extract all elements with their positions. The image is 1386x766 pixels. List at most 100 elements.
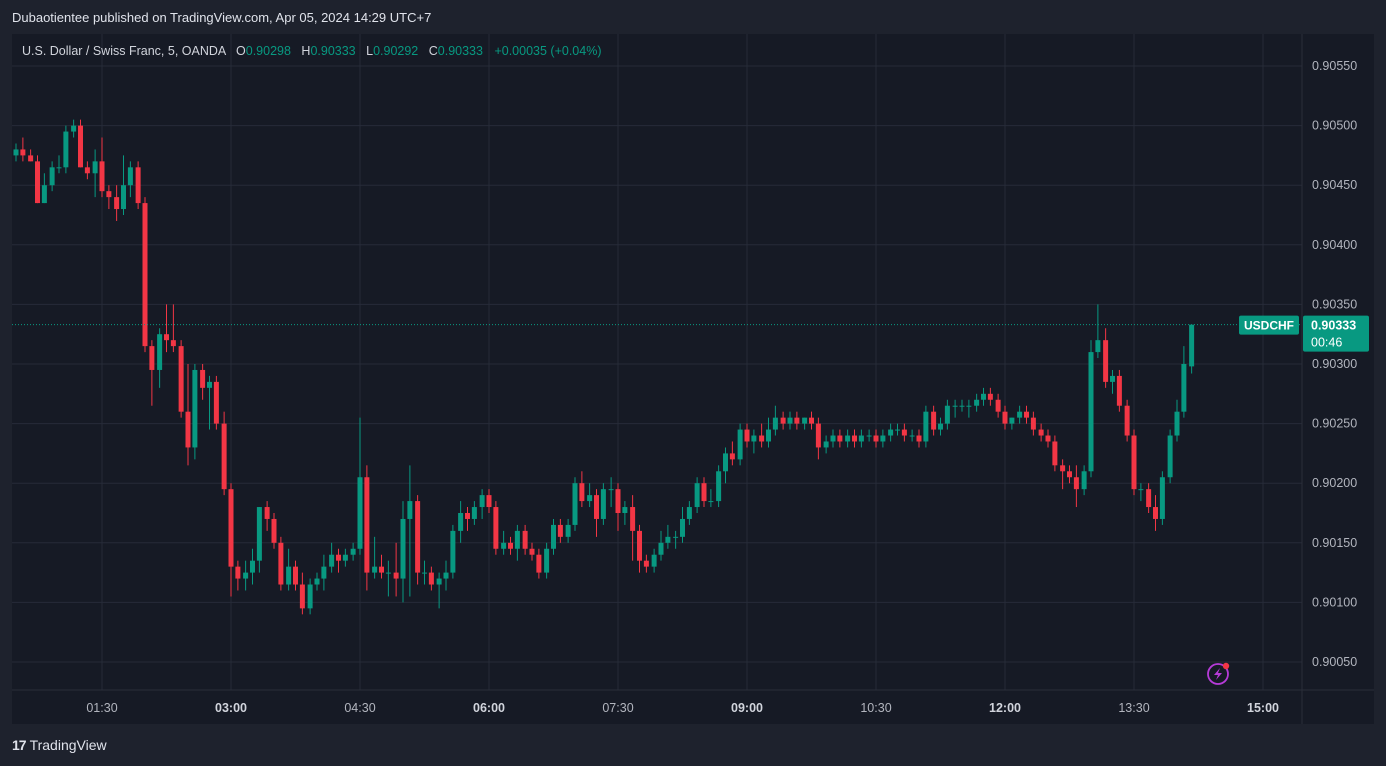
candle [565, 518, 571, 543]
price-tag-bg [1303, 315, 1369, 352]
candle-body [759, 435, 765, 442]
candle [1045, 429, 1051, 448]
candle [1153, 495, 1158, 531]
candle-body [479, 495, 485, 508]
candle [643, 554, 649, 573]
candle-body [658, 542, 664, 555]
time-axis[interactable]: 01:30 03:00 04:30 06:00 07:30 09:00 10:30 12:00… [86, 701, 1279, 715]
candle [415, 495, 421, 585]
candle-body [830, 435, 836, 442]
symbol-tag-bg [1239, 315, 1299, 335]
candle [56, 155, 62, 174]
price-tick-label: 0.90300 [1312, 357, 1357, 371]
candle-body [28, 155, 34, 162]
candle [858, 429, 864, 448]
candle-body [422, 572, 427, 574]
candle-body [901, 429, 907, 436]
candle [694, 477, 700, 513]
legend-open: 0.90298 [245, 44, 291, 58]
candle-body [121, 185, 126, 210]
candle-body [600, 489, 606, 519]
candle [852, 429, 857, 448]
candle-body [729, 453, 735, 460]
price-axis[interactable]: 0.90550 0.90500 0.90450 0.90400 0.90350 0.903… [1312, 59, 1357, 669]
candle [637, 524, 642, 573]
candle [1002, 405, 1008, 430]
candle [299, 572, 305, 615]
candle-body [293, 566, 298, 585]
candle [385, 560, 391, 597]
candle [501, 530, 507, 555]
candle-body [486, 495, 492, 508]
candle-body [1181, 364, 1187, 412]
time-tick-label: 06:00 [473, 701, 505, 715]
candle-body [329, 554, 335, 567]
candle-body [1030, 417, 1036, 430]
candle [995, 393, 1001, 418]
price-tick-label: 0.90150 [1312, 536, 1357, 550]
candle [987, 387, 993, 406]
time-tick-label: 07:30 [602, 701, 633, 715]
candle-body [931, 411, 937, 430]
candle [1167, 429, 1173, 484]
candle [772, 405, 778, 436]
candle [845, 429, 851, 448]
candle [1116, 369, 1122, 412]
candle [686, 501, 692, 525]
candle [336, 548, 341, 573]
candle-body [321, 566, 327, 579]
candle [1174, 399, 1180, 442]
price-tick-label: 0.90200 [1312, 476, 1357, 490]
candle [551, 518, 556, 555]
lightning-alert-icon[interactable] [1207, 662, 1230, 685]
candle-body [622, 507, 628, 513]
candle-body [92, 161, 98, 174]
candle-body [959, 405, 965, 407]
candle [630, 495, 636, 561]
candle [170, 304, 176, 353]
candle [909, 429, 915, 442]
chart-frame[interactable] [12, 34, 1374, 724]
candle-body [895, 429, 900, 431]
tradingview-logo[interactable]: 17 TradingView [12, 737, 107, 753]
legend-close: 0.90333 [437, 44, 483, 58]
candle-body [1095, 340, 1101, 353]
candle-body [508, 542, 513, 549]
candle-body [551, 524, 556, 549]
candle [185, 364, 191, 466]
candle [458, 501, 464, 543]
candle [651, 548, 657, 573]
candle [1110, 369, 1115, 394]
candle-body [772, 417, 778, 430]
candle-body [336, 554, 341, 561]
candle-body [78, 125, 83, 168]
legend-high-label: H [301, 44, 311, 58]
candle-body [63, 131, 69, 168]
price-tick-label: 0.90550 [1312, 59, 1357, 73]
candle [271, 513, 277, 549]
candle [1030, 411, 1036, 436]
candle-body [1153, 507, 1158, 519]
time-tick-label: 15:00 [1247, 701, 1279, 715]
symbol-price-tag: USDCHF 0.90333 00:46 [1239, 315, 1369, 352]
candle-body [235, 566, 241, 579]
candle-body [615, 489, 621, 513]
candle-body [192, 369, 198, 448]
candle-body [41, 185, 47, 204]
candle-body [737, 429, 743, 460]
candle-body [200, 369, 206, 388]
candle-body [522, 530, 528, 549]
candle [1024, 405, 1029, 424]
candle-body [286, 566, 292, 585]
candle [557, 518, 563, 543]
candle-body [307, 584, 313, 609]
candle-body [557, 524, 563, 537]
candle [407, 465, 413, 597]
candle [658, 530, 664, 561]
candle-body [443, 572, 449, 579]
candle [880, 429, 886, 448]
candle [815, 417, 821, 460]
candle-body [1002, 411, 1008, 424]
candle [938, 417, 943, 436]
